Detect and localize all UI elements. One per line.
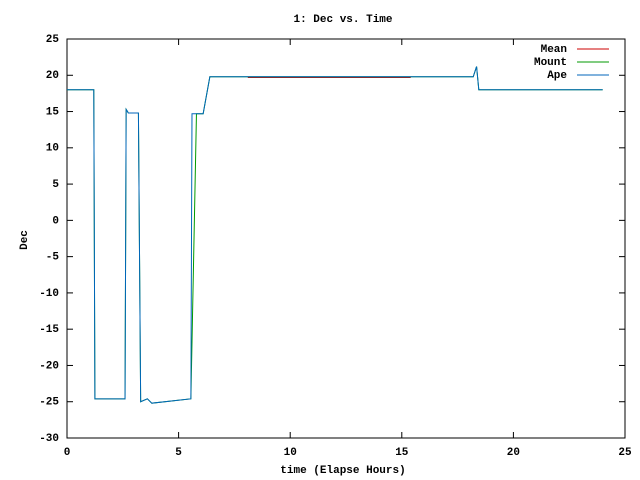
y-tick-label: 20 — [46, 70, 59, 82]
y-tick-label: 10 — [46, 143, 59, 155]
y-tick-label: -10 — [39, 288, 59, 300]
legend-label: Ape — [547, 70, 567, 82]
plot-frame — [66, 38, 626, 439]
y-tick-label: 0 — [52, 215, 59, 227]
legend-label: Mean — [541, 44, 567, 56]
y-tick-label: -5 — [46, 252, 60, 264]
x-tick-label: 15 — [395, 447, 409, 459]
legend-label: Mount — [534, 57, 567, 69]
x-tick-label: 10 — [284, 447, 297, 459]
y-tick-label: 25 — [46, 34, 60, 46]
y-tick-label: 15 — [46, 106, 60, 118]
y-tick-label: -30 — [39, 433, 59, 445]
x-tick-label: 5 — [175, 447, 182, 459]
y-axis-label: Dec — [19, 230, 31, 250]
x-tick-label: 0 — [64, 447, 71, 459]
series-line — [67, 66, 603, 404]
y-tick-label: -25 — [39, 397, 59, 409]
y-tick-label: -15 — [39, 324, 59, 336]
y-tick-label: -20 — [39, 360, 59, 372]
chart-title: 1: Dec vs. Time — [293, 14, 392, 26]
x-axis-label: time (Elapse Hours) — [280, 465, 405, 477]
x-tick-label: 20 — [507, 447, 520, 459]
x-tick-label: 25 — [618, 447, 632, 459]
y-tick-label: 5 — [52, 179, 59, 191]
